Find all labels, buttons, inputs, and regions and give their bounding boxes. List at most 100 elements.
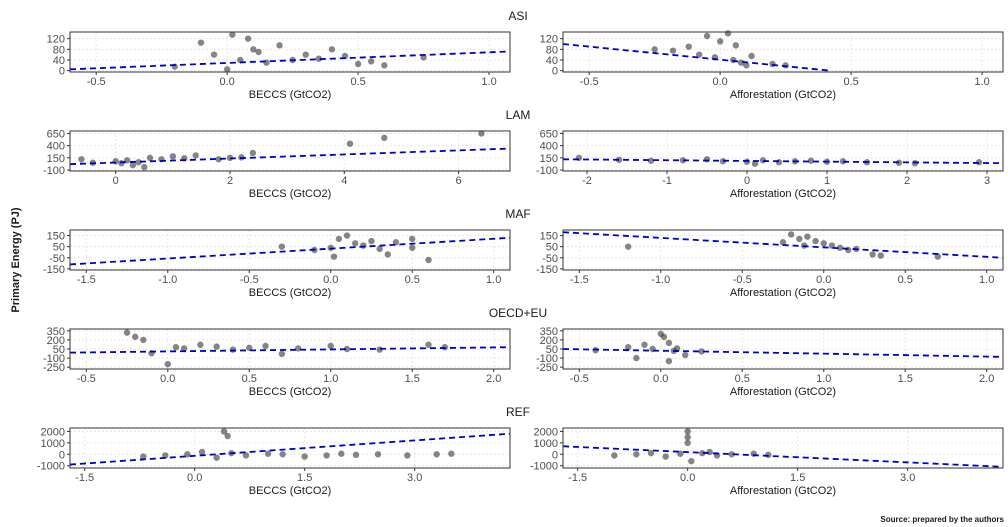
data-point [198, 448, 206, 456]
x-axis-title: BECCS (GtCO2) [249, 485, 332, 497]
data-point [804, 233, 811, 240]
data-point [836, 244, 844, 251]
y-tick-label: -1000 [37, 461, 65, 473]
x-tick-label: 0.0 [712, 76, 727, 88]
y-tick-label: -250 [43, 362, 65, 374]
data-point [141, 163, 148, 171]
data-point [728, 451, 735, 458]
y-tick-label: 0 [59, 449, 65, 461]
data-point [660, 333, 668, 341]
x-tick-label: 2 [227, 175, 233, 187]
panel-frame [562, 229, 1004, 271]
data-point [169, 153, 177, 160]
y-tick-label: 80 [546, 44, 558, 56]
data-point [716, 38, 724, 45]
data-point [425, 256, 432, 264]
data-point [703, 32, 711, 40]
y-tick-label: 50 [546, 242, 558, 254]
x-tick-label: -0.5 [570, 373, 589, 385]
data-point [392, 239, 400, 246]
x-tick-label: 2 [904, 175, 910, 187]
x-tick-label: -1.5 [75, 472, 94, 484]
data-point [624, 343, 632, 351]
y-tick-label: 40 [546, 55, 558, 67]
y-tick-label: 650 [47, 128, 65, 140]
panel-frame [562, 31, 1004, 73]
x-axis-title: Afforestation (GtCO2) [730, 188, 836, 200]
data-point [255, 48, 262, 56]
y-tick-label: 350 [540, 326, 558, 338]
data-point [425, 341, 432, 348]
x-axis-title: BECCS (GtCO2) [249, 188, 332, 200]
data-point [633, 451, 640, 458]
regression-line [562, 43, 831, 72]
data-point [812, 237, 819, 245]
x-tick-label: 0 [744, 175, 750, 187]
data-point [301, 453, 308, 460]
data-point [250, 46, 257, 53]
plot-background [70, 230, 510, 270]
x-tick-label: -0.5 [87, 76, 106, 88]
x-tick-label: 0.5 [898, 274, 913, 286]
data-point [302, 51, 309, 58]
data-point [368, 237, 375, 245]
y-tick-label: 1000 [534, 438, 558, 450]
y-tick-label: 1000 [41, 438, 65, 450]
data-point [448, 450, 455, 457]
x-tick-label: 1.5 [405, 373, 420, 385]
data-point [354, 60, 362, 68]
data-point [869, 251, 876, 258]
plot-background [70, 32, 510, 72]
data-point [278, 243, 286, 250]
x-tick-label: 3 [984, 175, 990, 187]
regression-line [562, 445, 1004, 468]
data-point [624, 243, 632, 250]
y-tick-label: 150 [540, 153, 558, 165]
panel-frame [69, 427, 511, 469]
data-point [244, 35, 252, 42]
panel-frame [562, 328, 1004, 370]
y-tick-label: -50 [49, 253, 65, 265]
x-tick-label: -1.0 [158, 274, 177, 286]
data-point [223, 66, 231, 73]
x-tick-label: 1.5 [898, 373, 913, 385]
y-tick-label: 40 [53, 55, 65, 67]
data-point [249, 149, 257, 157]
data-point [123, 329, 131, 336]
x-axis-title: Afforestation (GtCO2) [730, 485, 836, 497]
data-point [769, 60, 776, 68]
x-tick-label: 0.5 [350, 76, 365, 88]
x-tick-label: -1.0 [651, 274, 670, 286]
data-point [688, 457, 695, 465]
data-point [335, 235, 343, 243]
data-point [131, 333, 139, 341]
data-point [78, 156, 85, 163]
data-point [180, 345, 188, 352]
data-point [662, 453, 669, 460]
y-tick-label: 400 [540, 141, 558, 153]
x-tick-label: 2.0 [486, 373, 501, 385]
data-point [360, 242, 367, 249]
data-point [433, 451, 440, 458]
y-tick-label: 200 [47, 335, 65, 347]
data-point [699, 449, 706, 457]
data-point [140, 336, 147, 344]
y-tick-label: -50 [542, 253, 558, 265]
x-tick-label: -1.5 [77, 274, 96, 286]
data-point [748, 52, 755, 60]
x-tick-label: -1.5 [568, 472, 587, 484]
y-tick-label: 120 [47, 34, 65, 46]
x-tick-label: 0.5 [843, 76, 858, 88]
data-point [343, 232, 351, 239]
data-point [246, 344, 253, 351]
data-point [229, 346, 237, 353]
data-point [264, 450, 272, 457]
x-tick-label: 0.0 [160, 373, 175, 385]
data-point [478, 130, 485, 137]
data-point [315, 55, 323, 62]
data-point [279, 451, 286, 458]
x-tick-label: 0.0 [323, 274, 338, 286]
x-tick-label: 0.5 [405, 274, 420, 286]
panel-frame [562, 427, 1004, 469]
